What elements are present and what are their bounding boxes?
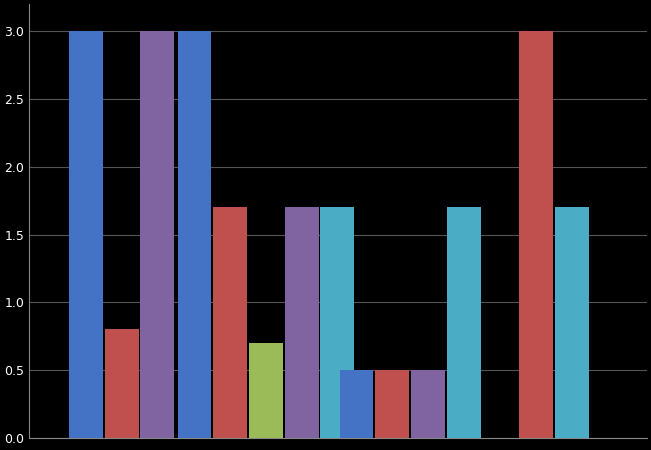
Bar (411, 370, 445, 438)
Bar (249, 343, 283, 438)
Bar (105, 329, 139, 438)
Bar (284, 207, 318, 438)
Bar (519, 31, 553, 438)
Bar (375, 370, 409, 438)
Bar (447, 207, 480, 438)
Bar (320, 207, 354, 438)
Bar (555, 207, 589, 438)
Bar (69, 31, 103, 438)
Bar (178, 31, 212, 438)
Bar (340, 370, 374, 438)
Bar (141, 31, 174, 438)
Bar (213, 207, 247, 438)
